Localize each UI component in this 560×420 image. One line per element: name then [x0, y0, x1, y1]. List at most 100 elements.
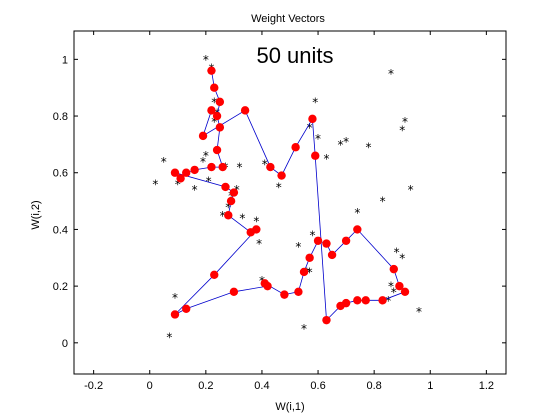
weight-point [280, 290, 289, 299]
input-point: * [387, 280, 394, 294]
input-point: * [407, 183, 414, 197]
input-point: * [202, 149, 209, 163]
x-axis: -0.2 0 0.2 0.4 0.6 0.8 1 1.2 [84, 31, 494, 392]
weight-point [294, 287, 303, 296]
weight-points [170, 66, 410, 325]
weight-point [322, 239, 331, 248]
weight-point [210, 83, 219, 92]
x-tick-label: 0.6 [310, 380, 325, 392]
weight-point [229, 287, 239, 296]
x-tick-label: 0 [147, 380, 153, 392]
plot-frame [73, 30, 507, 375]
weight-point [240, 106, 250, 115]
input-point: * [202, 53, 209, 67]
input-point: * [225, 200, 232, 214]
weight-point [327, 250, 337, 260]
weight-point [212, 145, 222, 155]
x-tick-label: 0.8 [367, 380, 382, 392]
weight-point [353, 225, 362, 234]
weight-point [395, 281, 404, 291]
weight-point [313, 236, 323, 245]
y-tick-label: 0.8 [53, 111, 68, 123]
weight-point [226, 196, 236, 206]
input-point: * [354, 206, 361, 220]
x-tick-label: 0.4 [254, 380, 269, 392]
input-point: * [312, 95, 319, 109]
input-point: * [323, 152, 330, 166]
x-tick-label: 0.2 [198, 380, 213, 392]
y-tick-label: 0 [62, 338, 68, 350]
input-point: * [309, 229, 316, 243]
input-point: * [399, 251, 406, 265]
input-point: * [211, 95, 218, 109]
weight-point [170, 310, 180, 319]
chart-title: Weight Vectors [251, 13, 325, 25]
weight-point [336, 301, 345, 311]
weight-point [210, 270, 219, 279]
weight-point [182, 304, 191, 314]
input-point: * [379, 195, 386, 209]
weight-point [378, 296, 387, 305]
input-point: * [385, 294, 392, 308]
input-point: * [387, 67, 394, 81]
weight-point [361, 296, 370, 305]
input-point: * [256, 237, 263, 251]
weight-point [291, 143, 300, 152]
input-point: * [365, 141, 372, 155]
input-points: *************** *** **********************… [152, 53, 423, 345]
input-point: * [191, 183, 198, 197]
input-point: * [219, 209, 226, 223]
input-point: * [199, 155, 206, 169]
input-point: * [390, 285, 397, 299]
weight-point [341, 236, 351, 245]
plot-area [73, 30, 507, 375]
x-tick-label: 1 [427, 380, 433, 392]
input-point: * [393, 246, 400, 260]
input-point: * [295, 240, 302, 254]
input-point: * [342, 135, 349, 149]
weight-point [182, 168, 191, 177]
input-point: * [160, 155, 167, 169]
input-point: * [171, 291, 178, 305]
weight-point [215, 123, 225, 132]
input-point: * [152, 178, 159, 192]
weight-point [260, 279, 269, 288]
weight-point [277, 171, 286, 180]
weight-point [190, 165, 199, 175]
weight-point [170, 168, 180, 177]
weight-point [207, 66, 216, 75]
input-point: * [205, 175, 212, 189]
input-point: * [300, 322, 307, 336]
input-point: * [306, 121, 313, 135]
input-point: * [314, 132, 321, 146]
input-point: * [239, 212, 246, 226]
weight-point [266, 162, 275, 172]
weight-point [224, 211, 233, 220]
input-point: * [236, 161, 243, 175]
input-point: * [261, 158, 268, 172]
input-point: * [337, 138, 344, 152]
input-point: * [399, 124, 406, 138]
weight-point [252, 225, 261, 234]
weight-point [207, 162, 216, 172]
weight-point [229, 188, 239, 197]
y-tick-label: 0.4 [53, 224, 68, 236]
weight-point [218, 162, 227, 172]
input-point: * [174, 178, 181, 192]
input-point: * [401, 115, 408, 129]
weight-point [215, 97, 225, 107]
weight-point [353, 296, 362, 305]
weight-point [305, 253, 314, 262]
x-tick-label: 1.2 [479, 380, 494, 392]
y-tick-label: 1 [62, 54, 68, 66]
y-axis-title: W(i,2) [30, 200, 42, 229]
weight-point [207, 106, 216, 115]
weight-point [299, 267, 309, 277]
input-point: * [415, 305, 422, 319]
input-point: * [253, 214, 260, 228]
weight-point [400, 287, 410, 296]
x-tick-label: -0.2 [84, 380, 103, 392]
weight-point [176, 174, 185, 183]
y-tick-label: 0.2 [53, 281, 68, 293]
